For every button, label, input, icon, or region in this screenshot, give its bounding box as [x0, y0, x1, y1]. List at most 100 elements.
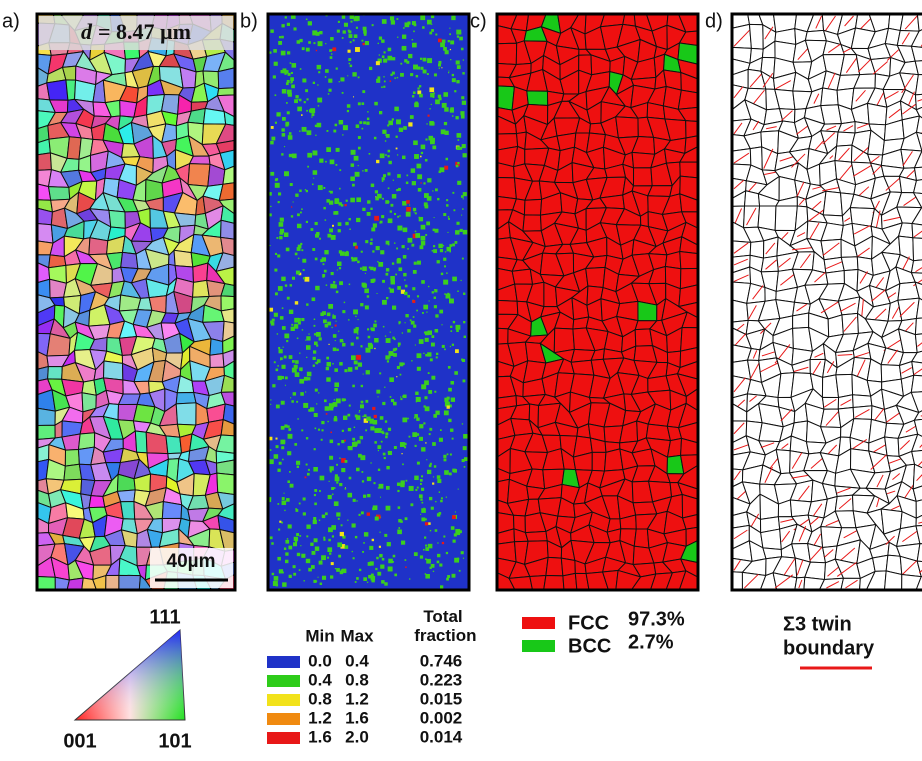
kam-speck: [339, 202, 342, 205]
kam-speck: [285, 560, 288, 563]
kam-speck: [383, 59, 387, 63]
kam-speck: [353, 39, 355, 41]
kam-speck: [340, 77, 344, 81]
kam-speck: [428, 286, 429, 287]
kam-speck: [438, 64, 441, 67]
kam-speck: [443, 258, 446, 261]
kam-speck: [426, 459, 427, 460]
grain: [527, 91, 548, 106]
kam-speck: [440, 429, 442, 431]
kam-speck: [284, 510, 285, 511]
kam-speck: [387, 542, 391, 546]
kam-speck: [379, 111, 382, 114]
kam-speck: [383, 453, 386, 456]
kam-speck: [392, 306, 396, 310]
kam-speck: [413, 270, 417, 274]
kam-speck: [386, 297, 388, 299]
grain: [218, 68, 235, 89]
kam-speck: [456, 60, 460, 64]
kam-speck: [386, 338, 391, 343]
table-cell: 0.014: [420, 727, 463, 746]
grain: [835, 495, 853, 511]
kam-speck: [325, 69, 329, 73]
kam-speck: [463, 192, 467, 196]
kam-speck: [361, 511, 364, 514]
kam-speck: [338, 229, 341, 232]
kam-speck: [312, 30, 317, 35]
kam-speck: [420, 156, 422, 158]
kam-speck: [452, 78, 456, 82]
kam-speck: [358, 147, 361, 150]
kam-speck: [400, 73, 404, 77]
kam-speck: [352, 72, 356, 76]
kam-speck: [291, 206, 292, 207]
kam-speck: [281, 376, 284, 379]
kam-speck: [454, 90, 456, 92]
kam-speck: [311, 116, 312, 117]
kam-speck: [365, 169, 368, 172]
kam-speck: [363, 121, 366, 124]
kam-speck: [441, 67, 442, 68]
kam-speck: [411, 321, 415, 325]
kam-speck: [303, 580, 304, 581]
kam-speck: [393, 402, 397, 406]
kam-speck: [333, 281, 335, 283]
kam-speck: [355, 316, 356, 317]
kam-speck: [449, 244, 452, 247]
kam-speck: [431, 376, 435, 380]
kam-speck: [359, 412, 360, 413]
kam-speck: [377, 261, 378, 262]
kam-speck: [281, 128, 284, 131]
kam-speck: [275, 183, 280, 188]
kam-speck: [376, 160, 379, 163]
kam-speck: [446, 272, 448, 274]
kam-speck: [339, 169, 341, 171]
grain: [89, 496, 105, 508]
grain: [217, 473, 235, 494]
kam-speck: [352, 184, 355, 187]
grain: [106, 575, 119, 590]
kam-speck: [394, 446, 397, 449]
kam-speck: [299, 569, 301, 571]
kam-speck: [378, 43, 379, 44]
kam-speck: [285, 376, 288, 379]
kam-speck: [461, 215, 462, 216]
kam-speck: [425, 545, 427, 547]
kam-speck: [362, 128, 364, 130]
kam-speck: [404, 279, 405, 280]
kam-speck: [431, 104, 432, 105]
kam-speck: [280, 357, 283, 360]
kam-speck: [391, 280, 395, 284]
kam-speck: [348, 58, 351, 61]
kam-speck: [306, 464, 308, 466]
kam-speck: [446, 158, 448, 160]
kam-speck: [318, 577, 319, 578]
kam-speck: [342, 37, 344, 39]
kam-speck: [278, 528, 280, 530]
kam-speck: [293, 565, 296, 568]
kam-speck: [350, 65, 352, 67]
kam-speck: [430, 358, 433, 361]
kam-speck: [335, 474, 338, 477]
kam-speck: [443, 92, 448, 97]
kam-speck: [276, 584, 278, 586]
grain: [775, 206, 797, 231]
kam-speck: [339, 281, 343, 285]
kam-speck: [412, 39, 413, 40]
kam-speck: [421, 225, 426, 230]
kam-speck: [328, 93, 330, 95]
kam-speck: [337, 262, 341, 266]
kam-speck: [322, 515, 324, 517]
kam-speck: [276, 438, 278, 440]
kam-speck: [413, 208, 416, 211]
kam-speck: [330, 575, 333, 578]
kam-speck: [367, 582, 368, 583]
kam-speck: [413, 140, 418, 145]
kam-speck: [348, 428, 351, 431]
kam-speck: [306, 535, 308, 537]
kam-speck: [378, 262, 383, 267]
kam-speck: [347, 520, 348, 521]
kam-speck: [303, 403, 308, 408]
kam-speck: [319, 561, 323, 565]
table-header-line: fraction: [409, 626, 476, 645]
